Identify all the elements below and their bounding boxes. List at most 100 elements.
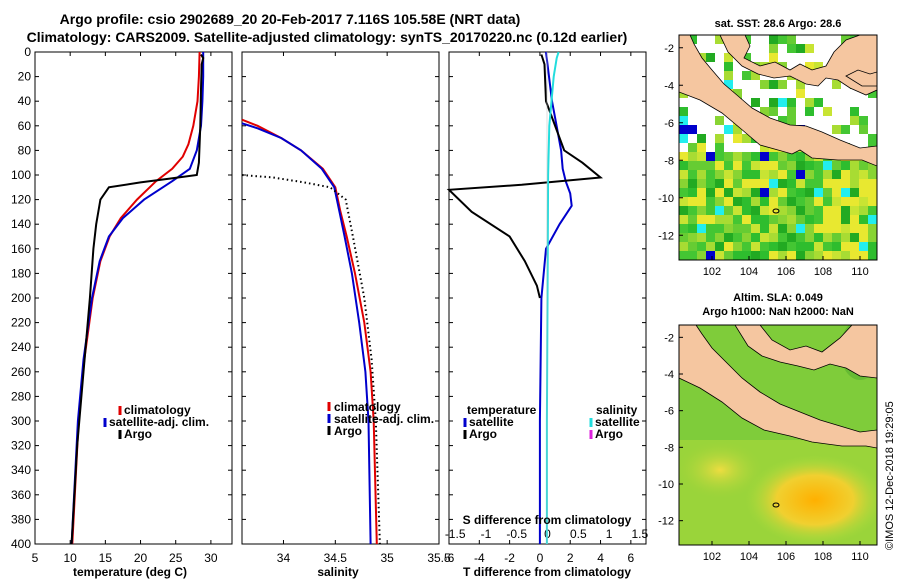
sst-cell [688,125,697,134]
sst-cell [733,179,742,188]
sst-cell [778,251,787,260]
sst-cell [814,242,823,251]
temperature-lines [70,51,205,545]
sst-cell [688,242,697,251]
y-tick-label: 300 [11,414,31,428]
y-tick-label: 320 [11,439,31,453]
temperature-y-ticks: 0 20 40 60 80 100 120 140 160 180 200 220 240 260 280 3… [11,45,232,551]
sst-cell [760,206,769,215]
sst-cell [769,44,778,53]
sst-cell [769,80,778,89]
sst-cell [787,107,796,116]
sst-cell [787,161,796,170]
sst-cell [805,188,814,197]
sst-cell [706,206,715,215]
sst-map-frame [678,34,878,261]
sst-cell [859,188,868,197]
sst-cell [832,206,841,215]
y-tick-label: 100 [11,168,31,182]
sst-cell [859,224,868,233]
legend-heading-temperature: temperature [467,403,537,417]
x-tick-label: 34.5 [324,551,348,565]
y-tick-label: 260 [11,365,31,379]
sst-cell [679,107,688,116]
sst-cell [850,107,859,116]
sst-cell [751,71,760,80]
sst-cell [679,206,688,215]
argo-location-marker [772,208,780,214]
sst-cell [814,224,823,233]
sst-cell [868,89,877,98]
map-x-tick-label: 102 [703,266,721,278]
sst-cell [814,179,823,188]
series-temperature-satellite [538,51,573,544]
sst-cell [796,80,805,89]
sst-cell [733,152,742,161]
sst-cell [706,224,715,233]
sst-cell [733,125,742,134]
sst-cell [832,233,841,242]
sst-cell [733,161,742,170]
sst-cell [769,170,778,179]
x-tick-label: 10 [63,551,77,565]
top-tick-label: 1 [606,527,613,541]
sst-cell [796,170,805,179]
difference-y-ticks [449,51,646,545]
map-y-tick-label: -4 [664,369,674,381]
sst-cell [724,62,733,71]
sst-cell [742,197,751,206]
sst-cell [679,215,688,224]
sst-cell [859,179,868,188]
x-tick-label: 35 [380,551,394,565]
sst-cell [706,233,715,242]
map-x-tick-label: 110 [851,266,869,278]
sst-cell [688,35,697,44]
sla-map-frame [678,324,878,546]
imos-credit: ©IMOS 12-Dec-2018 19:29:05 [884,401,896,550]
sst-cell [778,170,787,179]
sst-cell [724,242,733,251]
sst-cell [805,197,814,206]
sst-cell [697,197,706,206]
sst-cell [742,206,751,215]
sst-cell [760,143,769,152]
sst-cell [823,233,832,242]
sst-cell [778,98,787,107]
sst-cell [760,233,769,242]
salinity-y-ticks [242,51,439,545]
sst-cell [787,35,796,44]
sst-cell [706,188,715,197]
sst-cell [760,197,769,206]
map-x-tick-label: 110 [851,551,869,563]
sst-cell [688,188,697,197]
sst-cell [805,107,814,116]
sst-cell [760,188,769,197]
temperature-xlabel: temperature (deg C) [73,565,187,579]
sst-cell [742,71,751,80]
map-y-tick-label: -10 [658,193,674,205]
sst-cell [715,251,724,260]
sst-cell [715,233,724,242]
sst-cell [769,188,778,197]
sst-cell [796,215,805,224]
sst-cell [751,98,760,107]
temperature-panel: 0 20 40 60 80 100 120 140 160 180 200 220 240 260 280 3… [11,45,233,579]
legend-label-climatology: climatology [124,403,191,417]
y-tick-label: 400 [11,537,31,551]
sst-cell [679,161,688,170]
sst-cell [859,251,868,260]
sst-cell [868,161,877,170]
sst-cell [787,197,796,206]
sst-cell [805,242,814,251]
top-tick-label: -1.5 [445,527,466,541]
sst-cell [769,107,778,116]
sst-cell [724,152,733,161]
sst-cell [679,134,688,143]
y-tick-label: 60 [18,119,32,133]
sst-cell [724,197,733,206]
sst-cell [787,188,796,197]
salinity-x-ticks: 34 34.5 35 35.5 [277,52,451,565]
sst-cell [715,170,724,179]
t-difference-xlabel: T difference from climatology [463,565,631,579]
sst-cell [724,224,733,233]
